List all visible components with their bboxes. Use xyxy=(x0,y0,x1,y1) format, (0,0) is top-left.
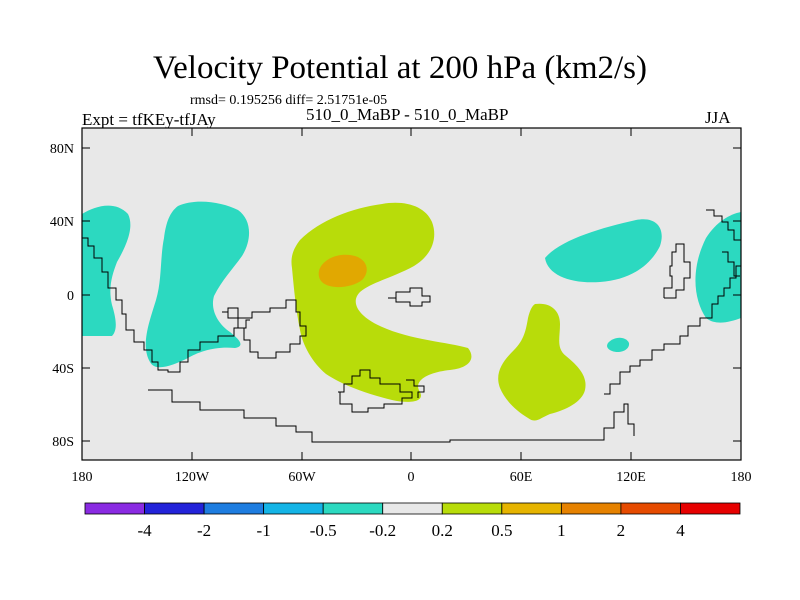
coastline-antarctica xyxy=(148,389,635,443)
coastline-asia-south xyxy=(604,265,741,395)
lon-tick-label: 60W xyxy=(288,470,316,485)
coastline-south-america xyxy=(222,299,307,359)
lon-tick-label: 60E xyxy=(510,470,533,485)
colorbar-label: 0.5 xyxy=(491,521,512,540)
colorbar: -4 -2 -1 -0.5 -0.2 0.2 0.5 1 2 4 xyxy=(84,502,741,540)
lon-tick-label: 120W xyxy=(175,470,210,485)
coastline-asia-east xyxy=(663,243,691,299)
pos-region-africa-indian xyxy=(498,303,586,421)
stats-label: rmsd= 0.195256 diff= 2.51751e-05 xyxy=(190,93,388,108)
lat-tick-label: 80S xyxy=(52,435,74,450)
colorbar-swatch xyxy=(203,502,265,515)
lat-tick-label: 40S xyxy=(52,362,74,377)
colorbar-swatch xyxy=(560,502,622,515)
colorbar-swatch xyxy=(322,502,384,515)
colorbar-swatch xyxy=(84,502,145,515)
neg-region-indian-ocean xyxy=(545,219,662,283)
colorbar-label: -1 xyxy=(257,521,271,540)
colorbar-swatch xyxy=(144,502,205,515)
colorbar-swatch xyxy=(382,502,443,515)
colorbar-label: -0.5 xyxy=(310,521,337,540)
colorbar-label: -0.2 xyxy=(369,521,396,540)
coastline-kamchatka xyxy=(706,209,741,241)
lon-tick-label: 120E xyxy=(616,470,646,485)
colorbar-label: 2 xyxy=(617,521,626,540)
lon-tick-label: 0 xyxy=(408,470,415,485)
case-label: 510_0_MaBP - 510_0_MaBP xyxy=(306,105,509,124)
colorbar-swatch xyxy=(263,502,324,515)
coastline-mediterranean xyxy=(388,287,431,307)
lat-axis xyxy=(82,147,741,442)
page-title: Velocity Potential at 200 hPa (km2/s) xyxy=(152,50,648,86)
colorbar-label: -2 xyxy=(197,521,211,540)
lon-axis xyxy=(81,128,742,460)
coastline-west-americas xyxy=(82,237,250,373)
coastline-africa xyxy=(338,369,413,413)
colorbar-swatch xyxy=(501,502,562,515)
experiment-label: Expt = tfKEy-tfJAy xyxy=(82,110,216,129)
lat-tick-label: 80N xyxy=(50,142,74,157)
lat-tick-label: 0 xyxy=(67,289,74,304)
lon-tick-label: 180 xyxy=(72,470,93,485)
colorbar-swatch xyxy=(680,502,741,515)
colorbar-label: 4 xyxy=(676,521,685,540)
coastline-japan xyxy=(722,251,740,277)
pos-mid-region xyxy=(318,254,367,288)
neg-region-west-pacific xyxy=(695,212,741,323)
coastline-layer xyxy=(82,209,741,443)
neg-region-north-pacific xyxy=(145,201,250,368)
lon-tick-label: 180 xyxy=(731,470,752,485)
colorbar-swatch xyxy=(620,502,681,515)
neg-region-west-atlantic xyxy=(82,205,131,336)
pos-region-atlantic-arc xyxy=(291,202,472,402)
colorbar-label: 0.2 xyxy=(432,521,453,540)
colorbar-swatch xyxy=(441,502,503,515)
season-label: JJA xyxy=(705,108,731,127)
colorbar-label: -4 xyxy=(137,521,152,540)
colorbar-label: 1 xyxy=(557,521,566,540)
coastline-africa-east xyxy=(406,379,425,398)
lat-tick-label: 40N xyxy=(50,215,74,230)
neg-region-indonesia xyxy=(607,337,630,353)
